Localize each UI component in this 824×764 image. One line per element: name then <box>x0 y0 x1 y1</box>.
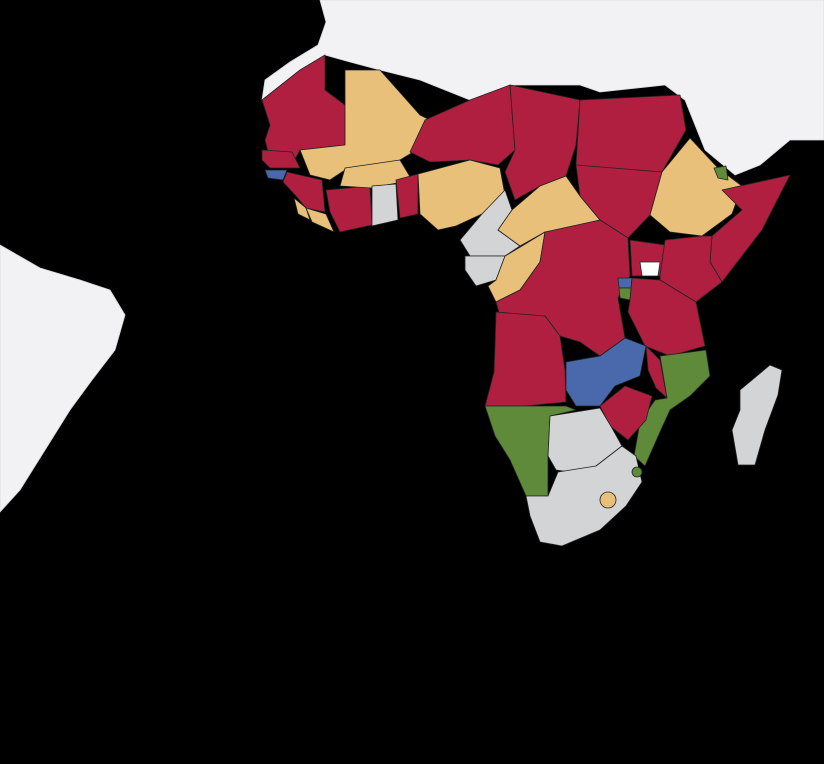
south-america-land <box>0 244 126 513</box>
ethiopia[interactable] <box>649 137 743 237</box>
togo-benin[interactable] <box>395 173 419 219</box>
madagascar[interactable] <box>731 364 783 466</box>
cote-divoire[interactable] <box>325 185 373 233</box>
senegal[interactable] <box>261 149 301 169</box>
namibia[interactable] <box>484 405 577 497</box>
rwanda[interactable] <box>617 277 633 289</box>
liberia[interactable] <box>305 207 335 233</box>
gabon-equatorial-guinea[interactable] <box>464 255 506 287</box>
kenya[interactable] <box>659 235 723 303</box>
lake-victoria <box>639 261 661 277</box>
sierra-leone[interactable] <box>293 197 311 221</box>
malawi[interactable] <box>645 345 668 399</box>
ghana[interactable] <box>371 183 399 227</box>
niger[interactable] <box>409 84 516 166</box>
dr-congo[interactable] <box>495 219 631 357</box>
angola[interactable] <box>484 311 567 407</box>
guinea-bissau[interactable] <box>264 169 288 181</box>
lesotho[interactable] <box>599 491 617 509</box>
mozambique[interactable] <box>633 349 711 467</box>
south-africa[interactable] <box>525 445 643 547</box>
eritrea-djibouti[interactable] <box>713 165 729 181</box>
eswatini[interactable] <box>631 466 643 478</box>
burundi[interactable] <box>618 287 632 301</box>
zambia[interactable] <box>565 337 647 407</box>
